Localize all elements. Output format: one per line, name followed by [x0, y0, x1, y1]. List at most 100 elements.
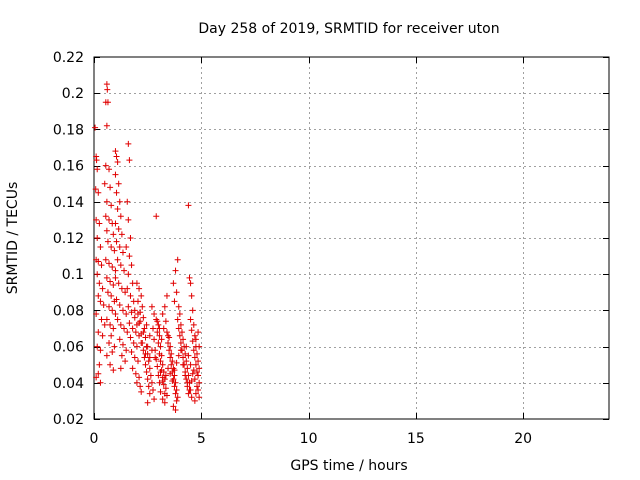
data-point: [103, 81, 110, 88]
data-point: [152, 354, 159, 361]
data-point: [122, 358, 129, 365]
data-point: [119, 307, 126, 314]
data-point: [143, 321, 150, 328]
data-point: [148, 303, 155, 310]
data-point: [162, 385, 169, 392]
data-point: [118, 231, 125, 238]
data-point: [168, 350, 175, 357]
data-point: [188, 394, 195, 401]
data-point: [118, 285, 125, 292]
data-point: [195, 358, 202, 365]
y-tick-label: 0.18: [53, 122, 84, 138]
data-point: [108, 292, 115, 299]
data-point: [137, 318, 144, 325]
data-point: [170, 403, 177, 410]
data-point: [187, 316, 194, 323]
data-point: [132, 370, 139, 377]
data-point: [155, 339, 162, 346]
data-point: [129, 365, 136, 372]
data-point: [93, 216, 100, 223]
y-tick-label: 0.08: [53, 303, 84, 319]
data-point: [101, 180, 108, 187]
x-tick-label: 0: [90, 431, 99, 447]
data-point: [96, 220, 103, 227]
data-point: [107, 361, 114, 368]
data-point: [116, 336, 123, 343]
y-tick-label: 0.02: [53, 412, 84, 428]
data-point: [107, 321, 114, 328]
data-point: [102, 256, 109, 263]
data-point: [103, 352, 110, 359]
data-point: [196, 343, 203, 350]
data-point: [156, 325, 163, 332]
data-point: [134, 298, 141, 305]
data-point: [155, 321, 162, 328]
data-point: [109, 263, 116, 270]
data-point: [196, 394, 203, 401]
data-point: [172, 406, 179, 413]
data-point: [182, 350, 189, 357]
data-point: [94, 166, 101, 173]
data-point: [157, 368, 164, 375]
x-tick-label: 5: [197, 431, 206, 447]
data-point: [156, 332, 163, 339]
data-point: [119, 249, 126, 256]
data-point: [115, 225, 122, 232]
data-point: [145, 383, 152, 390]
data-point: [129, 325, 136, 332]
data-point: [195, 329, 202, 336]
data-point: [190, 347, 197, 354]
data-point: [103, 198, 110, 205]
data-point: [124, 329, 131, 336]
data-point: [189, 338, 196, 345]
y-tick-label: 0.04: [53, 376, 84, 392]
data-point: [187, 361, 194, 368]
data-point: [99, 285, 106, 292]
data-point: [174, 256, 181, 263]
data-point: [122, 289, 129, 296]
data-point: [144, 343, 151, 350]
data-point: [188, 377, 195, 384]
data-point: [121, 325, 128, 332]
data-point: [186, 274, 193, 281]
data-point: [133, 280, 140, 287]
data-point: [140, 314, 147, 321]
y-tick-label: 0.22: [53, 50, 84, 66]
data-point: [169, 358, 176, 365]
data-point: [191, 397, 198, 404]
data-point: [192, 336, 199, 343]
data-point: [127, 334, 134, 341]
data-point: [136, 374, 143, 381]
data-point: [97, 244, 104, 251]
data-point: [110, 231, 117, 238]
data-point: [133, 321, 140, 328]
data-point: [183, 376, 190, 383]
data-point: [104, 99, 111, 106]
grid-lines: [94, 57, 609, 419]
data-point: [126, 253, 133, 260]
data-point: [157, 343, 164, 350]
data-point: [127, 235, 134, 241]
data-point: [138, 292, 145, 299]
data-point: [159, 311, 166, 318]
data-point: [159, 377, 166, 384]
data-point: [188, 292, 195, 299]
data-point: [106, 216, 113, 223]
data-point: [92, 186, 99, 193]
data-point: [118, 352, 125, 359]
data-point: [180, 354, 187, 361]
data-point: [110, 282, 117, 289]
data-point: [173, 359, 180, 366]
data-point: [142, 350, 149, 357]
data-point: [185, 352, 192, 359]
data-point: [114, 316, 121, 323]
data-point: [195, 372, 202, 379]
x-axis-label: GPS time / hours: [290, 458, 407, 474]
data-point: [116, 301, 123, 308]
data-point: [157, 358, 164, 365]
data-point: [109, 307, 116, 314]
chart-title: Day 258 of 2019, SRMTID for receiver uto…: [198, 21, 499, 37]
data-point: [182, 372, 189, 379]
data-point: [162, 318, 169, 325]
